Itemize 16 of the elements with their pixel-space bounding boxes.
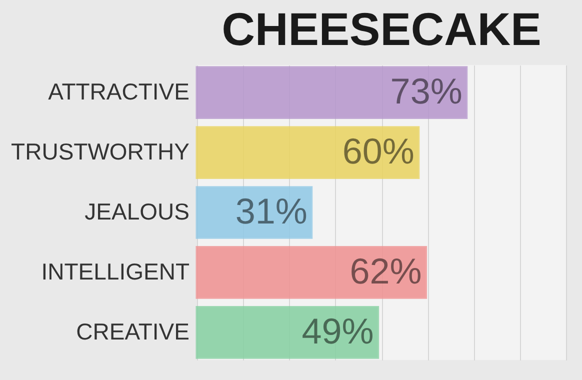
y-tick-label: INTELLIGENT	[41, 258, 190, 284]
data-label: 60%	[342, 130, 414, 172]
bar	[196, 126, 420, 179]
data-label: 31%	[235, 190, 308, 232]
bar	[196, 66, 468, 120]
bar	[196, 246, 428, 299]
y-tick-label: ATTRACTIVE	[48, 78, 190, 105]
y-tick-label: TRUSTWORTHY	[11, 138, 190, 165]
bar	[196, 186, 313, 239]
chart-title: CHEESECAKE	[222, 3, 542, 55]
bar	[196, 306, 380, 359]
data-label: 49%	[302, 310, 374, 352]
y-tick-label: JEALOUS	[84, 198, 190, 224]
data-label: 62%	[350, 250, 422, 292]
y-tick-label: CREATIVE	[76, 318, 190, 344]
data-label: 73%	[390, 70, 462, 112]
